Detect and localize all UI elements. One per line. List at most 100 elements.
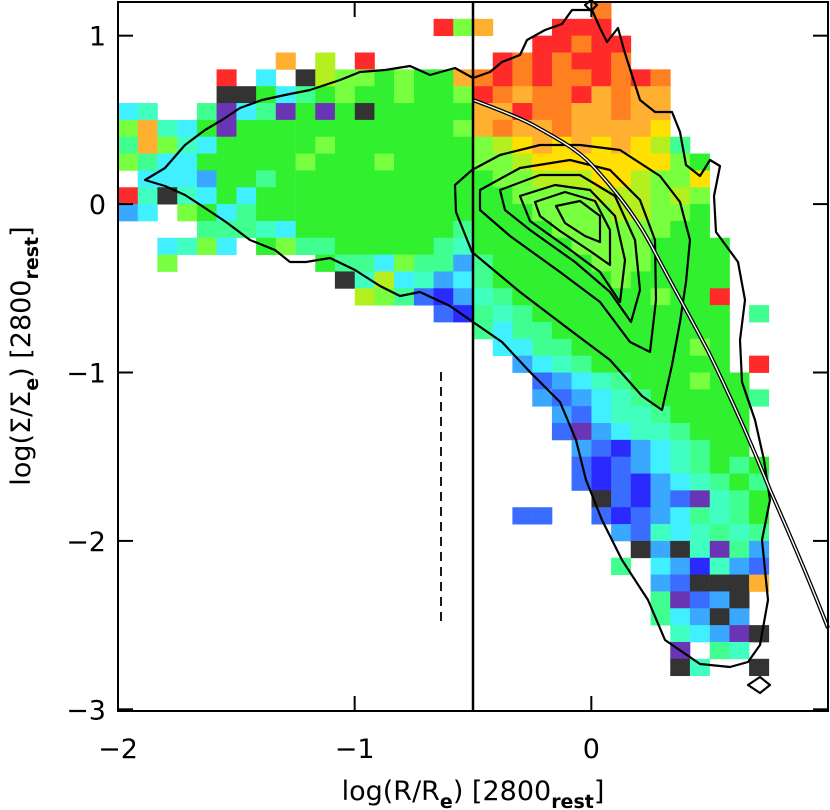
heatmap-cell [709, 473, 730, 491]
heatmap-cell [689, 220, 710, 239]
heatmap-cell [492, 271, 513, 289]
heatmap-cell [650, 456, 671, 474]
heatmap-cell [532, 69, 553, 87]
heatmap-cell [413, 170, 434, 188]
heatmap-cell [571, 305, 592, 323]
heatmap-cell [275, 153, 296, 171]
contour-4 [498, 173, 642, 324]
contour-6 [533, 190, 612, 267]
heatmap-cell [611, 338, 632, 357]
heatmap-cell [749, 305, 770, 323]
y-axis-title: log(Σ/Σe) [2800rest] [6, 226, 43, 485]
heatmap-cell [473, 119, 494, 138]
heatmap-cell [433, 237, 454, 256]
heatmap-cell [749, 524, 770, 542]
heatmap-cell [709, 406, 730, 424]
heatmap-cell [315, 119, 336, 138]
heatmap-cell [275, 52, 296, 70]
heatmap-cell [354, 254, 375, 272]
heatmap-cell [374, 103, 395, 121]
heatmap-cell [630, 103, 651, 121]
heatmap-cell [749, 389, 770, 407]
heatmap-cell [433, 305, 454, 323]
heatmap-cell [473, 271, 494, 289]
heatmap-cell [334, 187, 355, 205]
heatmap-cell [650, 338, 671, 357]
heatmap-cell [571, 406, 592, 424]
heatmap-cell [532, 355, 553, 373]
heatmap-cell [236, 204, 257, 222]
heatmap-cell [630, 423, 651, 441]
heatmap-cell [670, 372, 691, 390]
heatmap-cell [394, 103, 415, 121]
heatmap-cell [709, 271, 730, 289]
heatmap-cell [374, 187, 395, 205]
heatmap-cell [709, 389, 730, 407]
heatmap-cell [709, 625, 730, 643]
heatmap-cell [315, 254, 336, 272]
outer-contour [143, 8, 772, 669]
heatmap-cell [512, 271, 533, 289]
heatmap-cell [571, 372, 592, 390]
heatmap-cell [749, 355, 770, 373]
heatmap-cell [650, 204, 671, 222]
heatmap-cell [394, 204, 415, 222]
heatmap-cell [670, 456, 691, 474]
heatmap-cell [709, 237, 730, 256]
heatmap-cell [630, 473, 651, 491]
heatmap-cell [532, 305, 553, 323]
heatmap-cell [551, 423, 572, 441]
heatmap-cell [591, 439, 612, 458]
heatmap-cell [473, 136, 494, 154]
heatmap-cell [354, 136, 375, 154]
heatmap-cell [749, 574, 770, 592]
heatmap-cell [670, 254, 691, 272]
heatmap-cell [551, 237, 572, 256]
heatmap-cell [689, 170, 710, 188]
heatmap-cell [473, 220, 494, 239]
heatmap-cell [275, 187, 296, 205]
heatmap-cell [433, 170, 454, 188]
heatmap-cell [532, 153, 553, 171]
heatmap-cell [689, 254, 710, 272]
heatmap-cell [650, 439, 671, 458]
heatmap-cell [394, 187, 415, 205]
heatmap-cell [433, 119, 454, 138]
heatmap-cell [196, 220, 217, 239]
heatmap-cell [137, 136, 158, 154]
heatmap-cell [492, 136, 513, 154]
heatmap-cell [492, 338, 513, 357]
contour-3 [478, 158, 658, 354]
heatmap-cell [413, 103, 434, 121]
heatmap-cell [709, 574, 730, 592]
heatmap-cell [354, 119, 375, 138]
heatmap-cell [216, 237, 237, 256]
heatmap-cell [670, 574, 691, 592]
heatmap-cell [630, 372, 651, 390]
axis-title-subscript: rest [551, 791, 594, 810]
heatmap-cell [334, 103, 355, 121]
heatmap-cell [650, 220, 671, 239]
heatmap-cell [334, 204, 355, 222]
axis-title-part: ) [2800 [453, 776, 551, 807]
heatmap-cell [571, 355, 592, 373]
heatmap-cell [413, 254, 434, 272]
heatmap-cell [433, 187, 454, 205]
heatmap-cell [354, 86, 375, 104]
heatmap-cell [315, 220, 336, 239]
heatmap-cell [611, 103, 632, 121]
heatmap-cell [571, 69, 592, 87]
heatmap-cell [551, 355, 572, 373]
heatmap-cell [216, 204, 237, 222]
y-tick-label: −1 [66, 358, 106, 389]
heatmap-cell [551, 338, 572, 357]
heatmap-cell [295, 187, 316, 205]
heatmap-cell [611, 86, 632, 104]
heatmap-cell [157, 187, 178, 205]
heatmap-cell [295, 103, 316, 121]
heatmap-cell [118, 187, 139, 205]
heatmap-cell [354, 103, 375, 121]
heatmap-cell [729, 557, 750, 575]
heatmap-cell [413, 187, 434, 205]
